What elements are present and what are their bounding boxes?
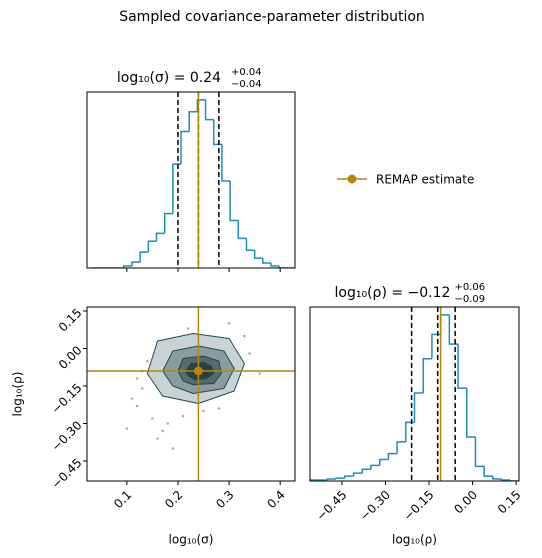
- hist-step: [139, 251, 149, 263]
- sample-point: [146, 359, 149, 363]
- hist-step: [422, 358, 432, 394]
- hist-step: [188, 111, 198, 132]
- hist-step: [344, 475, 354, 479]
- sample-point: [243, 334, 246, 338]
- x-tick-label: 0.2: [162, 488, 185, 511]
- title-upper: +0.06: [455, 282, 486, 293]
- hist-step: [131, 261, 141, 267]
- hist-step: [123, 265, 132, 268]
- plot-area: [87, 307, 295, 481]
- sample-point: [217, 407, 221, 410]
- hist-step: [310, 479, 319, 481]
- x-axis-label: log₁₀(ρ): [392, 533, 437, 547]
- sample-point: [186, 327, 190, 330]
- hist-step: [466, 388, 476, 438]
- hist-step: [413, 392, 424, 423]
- hist-step: [212, 119, 222, 146]
- hist-step: [253, 250, 263, 259]
- sample-point: [125, 427, 129, 430]
- x-tick-label: −0.15: [401, 488, 437, 524]
- hist-step: [492, 476, 502, 480]
- hist-step: [387, 452, 398, 460]
- title-lower: −0.09: [455, 294, 486, 305]
- title-upper: +0.04: [231, 67, 262, 78]
- title-lower: −0.04: [231, 79, 262, 90]
- y-tick-label: 0.00: [56, 343, 85, 372]
- hist-step: [396, 441, 406, 454]
- axes-frame: [309, 306, 520, 482]
- hist-step: [378, 458, 389, 466]
- legend-label: REMAP estimate: [376, 173, 474, 187]
- x-tick-label: 0.1: [111, 488, 134, 511]
- plot-area: [310, 307, 519, 481]
- panel-title: log₁₀(ρ) = −0.12: [335, 285, 451, 301]
- sample-point: [202, 409, 205, 413]
- hist-step: [172, 163, 182, 214]
- figure-title: Sampled covariance-parameter distributio…: [119, 9, 425, 25]
- sample-point: [248, 352, 251, 355]
- sample-point: [135, 404, 139, 408]
- hist-step: [147, 240, 157, 253]
- y-tick-label: −0.15: [49, 381, 85, 417]
- y-tick-label: 0.15: [56, 306, 85, 335]
- sample-point: [140, 387, 144, 390]
- legend-marker: [347, 174, 357, 184]
- x-axis-label: log₁₀(σ): [169, 533, 214, 547]
- sample-point: [166, 422, 170, 425]
- hist-step: [229, 180, 239, 222]
- axes-frame: [86, 91, 296, 269]
- y-tick-label: −0.30: [49, 418, 85, 454]
- x-tick-label: 0.15: [495, 488, 524, 517]
- axes-frame: [86, 306, 296, 482]
- hist-step: [245, 238, 255, 251]
- hist-step: [431, 333, 441, 359]
- sample-point: [258, 372, 262, 375]
- hist-step: [483, 466, 493, 477]
- x-tick-label: −0.30: [357, 488, 393, 524]
- hist-step: [180, 130, 190, 165]
- hist-step: [405, 421, 415, 442]
- x-tick-label: 0.3: [213, 488, 236, 511]
- sample-point: [135, 377, 139, 380]
- x-tick-label: 0.4: [264, 488, 287, 511]
- sample-point: [171, 447, 175, 450]
- hist-step: [262, 258, 271, 264]
- hist-step: [204, 99, 214, 121]
- x-tick-label: −0.45: [314, 488, 350, 524]
- title-main: log₁₀(ρ) = −0.12: [335, 285, 451, 301]
- truth-point: [193, 366, 203, 376]
- x-tick-label: 0.00: [451, 488, 480, 517]
- hist-step: [335, 477, 345, 480]
- hist-step: [352, 472, 363, 477]
- sample-point: [181, 414, 185, 418]
- title-main: log₁₀(σ) = 0.24: [117, 70, 221, 86]
- hist-step: [221, 144, 231, 182]
- sample-point: [161, 429, 164, 433]
- hist-step: [163, 212, 173, 234]
- hist-step: [474, 437, 485, 468]
- hist-step: [196, 99, 206, 112]
- hist-step: [155, 232, 165, 242]
- y-tick-label: −0.45: [49, 456, 85, 492]
- sample-point: [151, 417, 154, 420]
- hist-step: [500, 479, 511, 481]
- hist-step: [509, 480, 519, 481]
- plot-area: [91, 92, 295, 268]
- hist-step: [448, 314, 459, 345]
- hist-step: [278, 266, 288, 268]
- sample-point: [227, 322, 231, 325]
- hist-step: [370, 464, 380, 470]
- hist-step: [326, 478, 337, 481]
- panel-title: log₁₀(σ) = 0.24: [117, 70, 221, 86]
- sample-point: [156, 437, 159, 440]
- sample-point: [130, 397, 134, 400]
- hist-step: [457, 344, 467, 389]
- hist-step: [270, 263, 280, 267]
- hist-step: [439, 314, 450, 335]
- hist-step: [361, 468, 371, 474]
- y-axis-label: log₁₀(ρ): [11, 372, 25, 417]
- hist-step: [237, 220, 247, 240]
